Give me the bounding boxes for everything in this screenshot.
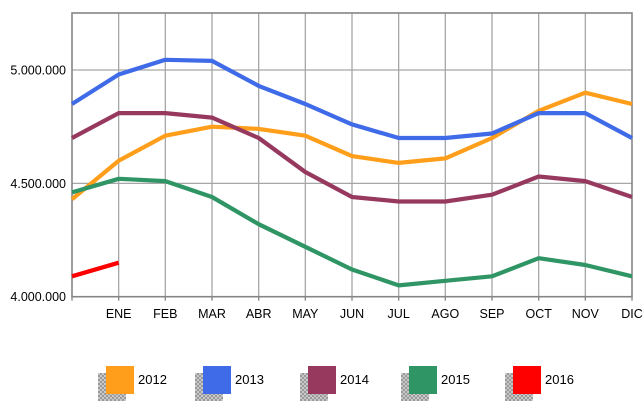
y-axis-label: 4.500.000 [10,177,66,191]
x-axis-label: ABR [246,307,272,321]
legend-swatch [106,366,134,394]
series-line-2013 [70,57,633,141]
legend-swatch [409,366,437,394]
legend-item: 2016 [505,366,633,410]
legend-item: 2015 [401,366,529,410]
legend-swatch [308,366,336,394]
legend-swatch [513,366,541,394]
x-axis-label: JUN [340,307,364,321]
x-axis-label: DIC [621,307,643,321]
x-axis-label: ENE [106,307,132,321]
legend-item: 2014 [300,366,428,410]
legend-label: 2015 [441,372,470,387]
x-axis-label: NOV [572,307,600,321]
x-axis-label: JUL [388,307,410,321]
y-axis-label: 5.000.000 [10,64,66,78]
x-axis-label: OCT [525,307,552,321]
legend-label: 2012 [138,372,167,387]
legend-swatch [203,366,231,394]
series-line-2015 [71,176,633,288]
y-axis-label: 4.000.000 [10,290,66,304]
legend-label: 2014 [340,372,369,387]
x-axis-label: MAR [198,307,226,321]
legend-item: 2013 [195,366,323,410]
series-line-2016 [71,260,120,279]
legend-item: 2012 [98,366,226,410]
x-axis-label: FEB [153,307,177,321]
x-axis-label: SEP [479,307,504,321]
x-axis-label: AGO [431,307,459,321]
x-axis-label: MAY [292,307,319,321]
series-line-2014 [71,110,633,204]
chart-legend: 2012 2013 2014 2015 2016 [0,360,644,410]
legend-label: 2013 [235,372,264,387]
series-line-2012 [70,90,633,201]
legend-label: 2016 [545,372,574,387]
